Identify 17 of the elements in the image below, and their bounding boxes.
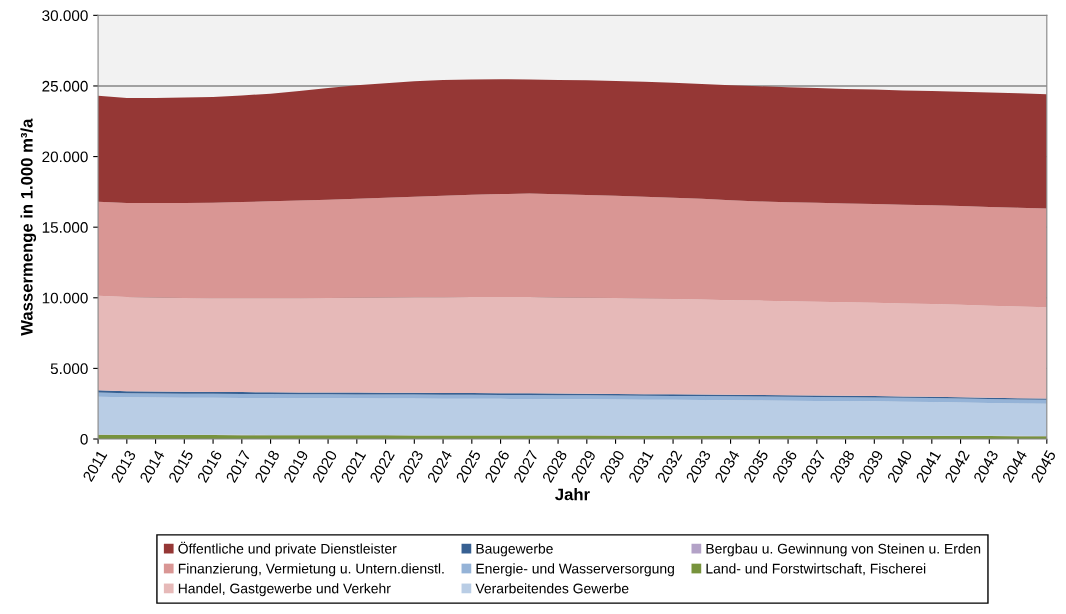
y-tick-label: 0 [80,433,88,445]
legend-label: Handel, Gastgewerbe und Verkehr [178,583,391,597]
y-tick-label: 20.000 [42,151,88,163]
legend-label: Bergbau u. Gewinnung von Steinen u. Erden [706,543,981,557]
legend-label: Finanzierung, Vermietung u. Untern.dienstl. [178,563,444,577]
legend-label: Verarbeitendes Gewerbe [475,583,629,594]
y-tick-label: 15.000 [42,222,88,233]
x-axis-title: Jahr [555,488,590,501]
y-tick-label: 25.000 [42,80,88,92]
y-axis-title: Wassermenge in 1.000 m³/a [20,118,37,336]
legend-label: Baugewerbe [476,543,553,557]
y-tick-label: 30.000 [42,10,88,22]
y-tick-label: 5.000 [50,363,88,375]
y-tick-label: 10.000 [42,292,88,304]
legend-label: Land- und Forstwirtschaft, Fischerei [706,563,926,576]
legend-label: Energie- und Wasserversorgung [476,563,674,577]
legend-label: Öffentliche und private Dienstleister [178,541,397,557]
